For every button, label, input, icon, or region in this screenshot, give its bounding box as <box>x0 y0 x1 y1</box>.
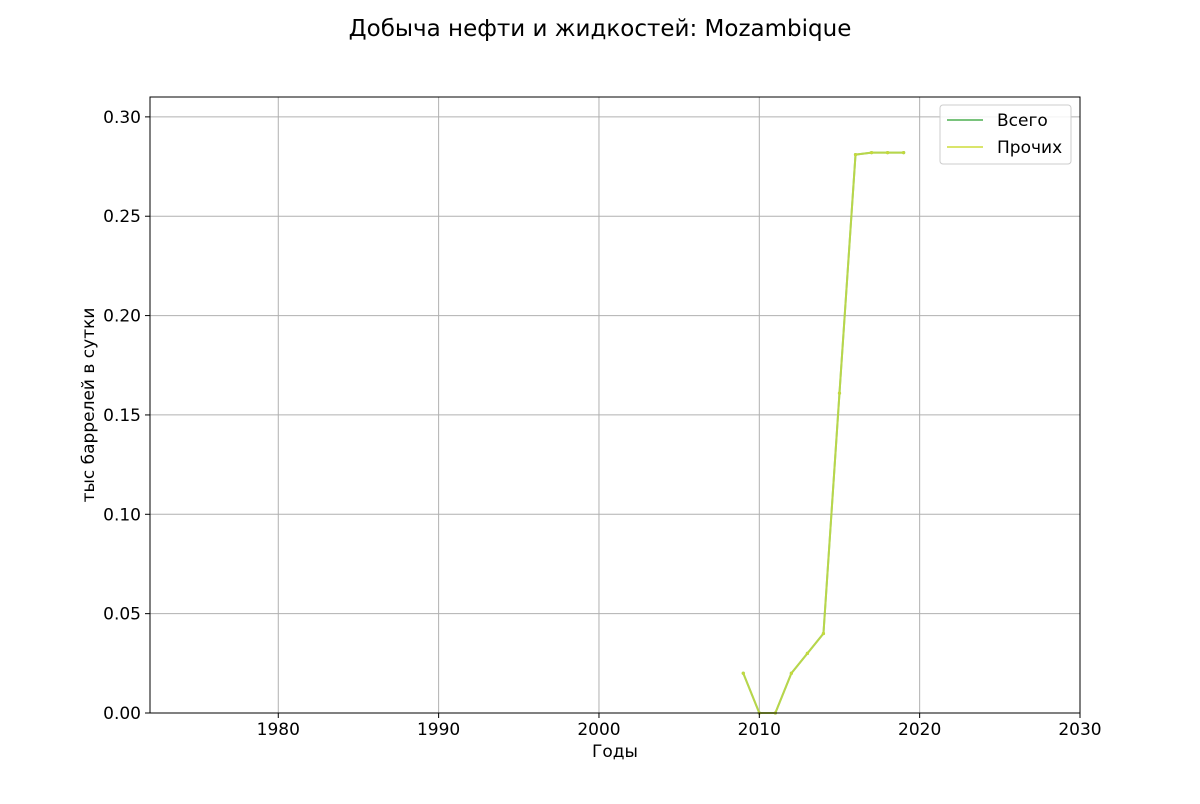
x-tick-label: 1990 <box>417 720 460 740</box>
plot-frame <box>149 96 1081 714</box>
axis-ticks: 1980 1990 2000 2010 2020 2030 0.00 0.05 0.10 0.15… <box>103 108 1101 740</box>
y-tick-label: 0.30 <box>103 108 141 128</box>
data-point <box>885 151 890 155</box>
x-tick-label: 2010 <box>738 720 781 740</box>
data-point <box>789 671 793 675</box>
data-point <box>902 151 906 155</box>
y-axis-label: тыс баррелей в сутки <box>79 308 99 503</box>
y-tick-label: 0.20 <box>103 307 141 327</box>
grid-lines <box>150 97 1080 713</box>
data-point <box>853 153 858 157</box>
data-point <box>821 631 826 636</box>
y-tick-label: 0.15 <box>103 406 141 426</box>
data-point <box>741 671 745 675</box>
x-tick-label: 2000 <box>577 720 620 740</box>
x-tick-label: 2030 <box>1058 720 1101 740</box>
y-tick-label: 0.25 <box>103 207 141 227</box>
data-point <box>805 651 810 655</box>
legend: Всего Прочих <box>939 104 1072 165</box>
legend-label: Прочих <box>997 138 1062 158</box>
y-tick-label: 0.00 <box>103 704 141 724</box>
x-tick-label: 2020 <box>898 720 941 740</box>
y-tick-label: 0.10 <box>103 505 141 525</box>
data-point <box>869 151 874 155</box>
series-lines <box>741 151 906 715</box>
legend-label: Всего <box>997 111 1048 131</box>
x-axis-label: Годы <box>592 742 638 762</box>
chart-title: Добыча нефти и жидкостей: Mozambique <box>349 16 852 42</box>
data-point <box>837 391 842 395</box>
series-line-2 <box>742 151 904 714</box>
y-tick-label: 0.05 <box>103 605 141 625</box>
x-tick-label: 1980 <box>257 720 300 740</box>
